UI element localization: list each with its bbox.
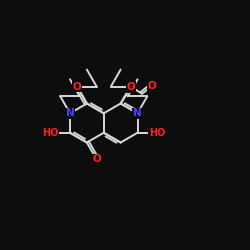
Text: HO: HO bbox=[149, 128, 165, 138]
Text: N: N bbox=[66, 108, 74, 118]
Text: N: N bbox=[133, 108, 142, 118]
Text: O: O bbox=[148, 81, 156, 91]
Text: O: O bbox=[92, 154, 101, 164]
Text: HO: HO bbox=[42, 128, 59, 138]
Text: O: O bbox=[127, 82, 136, 92]
Text: O: O bbox=[73, 82, 82, 92]
